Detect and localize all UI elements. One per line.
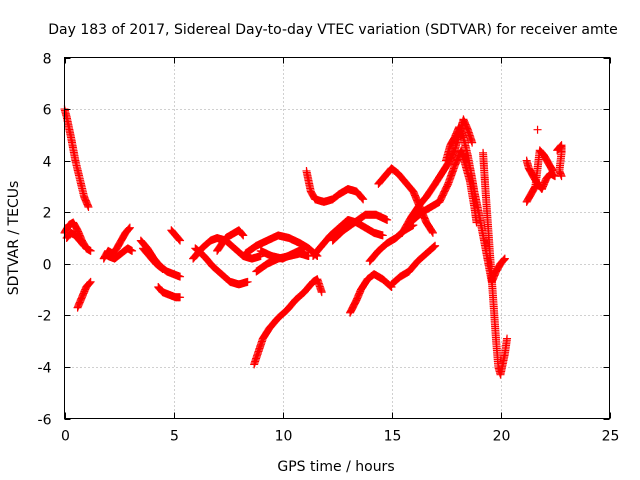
series-arc-16 — [256, 244, 309, 263]
y-tick-label: 6 — [43, 103, 52, 119]
data-point-plus — [80, 241, 89, 250]
series-arc-10 — [167, 226, 185, 245]
x-tick-label: 0 — [61, 429, 70, 445]
y-tick-label: 2 — [43, 206, 52, 222]
series-arc-24 — [387, 241, 440, 289]
data-point-plus — [238, 230, 247, 239]
data-point-plus — [156, 263, 165, 272]
series-arc-18 — [302, 166, 368, 206]
data-point-plus — [428, 227, 437, 236]
series-arc-04 — [73, 277, 95, 312]
data-point-plus — [431, 241, 440, 250]
data-point-plus — [158, 264, 167, 273]
series-arc-33 — [553, 141, 566, 181]
x-tick-label: 5 — [170, 429, 179, 445]
data-point-plus — [85, 279, 94, 288]
x-tick-label: 25 — [602, 429, 620, 445]
data-point-plus — [128, 246, 137, 255]
series-arc-30 — [522, 146, 557, 206]
x-tick-label: 20 — [493, 429, 511, 445]
data-point-plus — [176, 293, 185, 302]
y-tick-label: -6 — [38, 413, 52, 429]
series-arc-32 — [537, 169, 559, 194]
series-arc-08 — [138, 244, 167, 273]
data-point-plus — [124, 225, 133, 234]
y-tick-label: 8 — [43, 52, 52, 68]
data-point-plus — [317, 288, 326, 297]
data-point-plus — [429, 243, 438, 252]
y-tick-label: -2 — [38, 309, 52, 325]
data-point-plus — [86, 277, 95, 286]
series-arc-12 — [191, 244, 252, 289]
data-point-plus — [237, 229, 246, 238]
data-point-plus — [468, 138, 477, 147]
y-tick-label: 0 — [43, 258, 52, 274]
series-arc-28 — [479, 148, 512, 379]
data-point-plus — [243, 277, 252, 286]
series-arc-31 — [533, 125, 542, 134]
series-arc-13 — [213, 226, 248, 255]
y-axis-title: SDTVAR / TECUs — [6, 181, 22, 296]
series-arc-06 — [104, 244, 137, 263]
data-point-plus — [557, 172, 566, 181]
data-point-plus — [378, 231, 387, 240]
data-point-plus — [300, 244, 309, 253]
y-axis-tick-labels: -6 -4 -2 0 2 4 6 8 — [38, 52, 52, 429]
chart-title: Day 183 of 2017, Sidereal Day-to-day VTE… — [48, 22, 618, 38]
series-arc-19 — [309, 215, 387, 261]
x-axis-title: GPS time / hours — [277, 459, 394, 475]
data-point-plus — [125, 223, 134, 232]
data-point-plus — [383, 215, 392, 224]
data-point-plus — [503, 334, 512, 343]
x-axis-tick-labels: 0 5 10 15 20 25 — [61, 429, 619, 445]
y-tick-label: 4 — [43, 155, 52, 171]
y-tick-label: -4 — [38, 361, 52, 377]
data-point-plus — [533, 125, 542, 134]
data-point-plus — [359, 195, 368, 204]
axis-ticks — [64, 57, 611, 420]
plot-frame — [64, 57, 610, 419]
data-point-plus — [358, 194, 367, 203]
series-arc-03 — [62, 228, 89, 250]
data-point-plus — [239, 231, 248, 240]
data-point-plus — [78, 240, 87, 249]
data-point-plus — [79, 240, 88, 249]
data-point-plus — [176, 236, 185, 245]
data-point-plus — [86, 246, 95, 255]
data-point-plus — [499, 256, 508, 265]
data-point-plus — [500, 254, 509, 263]
data-point-plus — [430, 242, 439, 251]
series-arc-17 — [250, 275, 326, 369]
data-marks — [60, 105, 566, 379]
x-tick-label: 15 — [384, 429, 402, 445]
series-arc-01 — [60, 105, 93, 212]
data-point-plus — [157, 264, 166, 273]
series-arc-09 — [154, 282, 185, 302]
series-arc-14 — [241, 231, 322, 261]
data-point-plus — [175, 235, 184, 244]
data-point-plus — [176, 272, 185, 281]
data-point-plus — [174, 234, 183, 243]
data-point-plus — [357, 193, 366, 202]
data-point-plus — [428, 228, 437, 237]
data-point-plus — [85, 278, 94, 287]
data-point-plus — [84, 203, 93, 212]
series-arc-05 — [99, 223, 134, 263]
data-point-plus — [125, 224, 134, 233]
data-point-plus — [500, 255, 509, 264]
x-tick-label: 10 — [275, 429, 293, 445]
grid — [64, 57, 610, 419]
data-point-plus — [427, 226, 436, 235]
series-arc-20 — [328, 210, 392, 245]
